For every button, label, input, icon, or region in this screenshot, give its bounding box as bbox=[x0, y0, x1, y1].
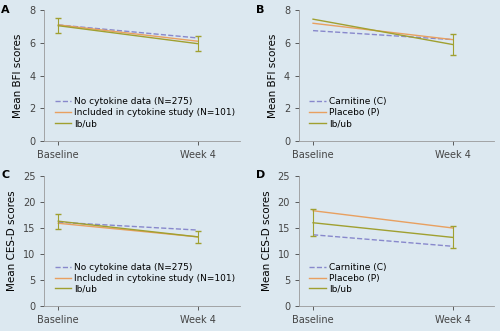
Legend: Carnitine (C), Placebo (P), lb/ub: Carnitine (C), Placebo (P), lb/ub bbox=[308, 261, 388, 295]
No cytokine data (N=275) bbox=[195, 36, 201, 40]
lb/ub bbox=[195, 235, 201, 239]
Line: Carnitine (C): Carnitine (C) bbox=[313, 30, 452, 40]
Y-axis label: Mean BFI scores: Mean BFI scores bbox=[14, 33, 24, 118]
lb/ub bbox=[56, 219, 62, 223]
Text: D: D bbox=[256, 170, 266, 180]
Carnitine (C) bbox=[310, 233, 316, 237]
Line: lb/ub: lb/ub bbox=[313, 19, 452, 44]
Text: A: A bbox=[2, 5, 10, 15]
Line: Placebo (P): Placebo (P) bbox=[313, 23, 452, 40]
Line: Included in cytokine study (N=101): Included in cytokine study (N=101) bbox=[58, 223, 198, 237]
lb/ub bbox=[195, 42, 201, 46]
Line: No cytokine data (N=275): No cytokine data (N=275) bbox=[58, 222, 198, 230]
Carnitine (C) bbox=[310, 28, 316, 32]
Carnitine (C) bbox=[450, 38, 456, 42]
lb/ub bbox=[310, 17, 316, 21]
Placebo (P) bbox=[310, 21, 316, 25]
Line: Carnitine (C): Carnitine (C) bbox=[313, 235, 452, 246]
lb/ub bbox=[56, 24, 62, 28]
Included in cytokine study (N=101) bbox=[195, 235, 201, 239]
Legend: No cytokine data (N=275), Included in cytokine study (N=101), lb/ub: No cytokine data (N=275), Included in cy… bbox=[52, 96, 238, 130]
lb/ub bbox=[450, 235, 456, 239]
Line: lb/ub: lb/ub bbox=[313, 223, 452, 237]
Line: lb/ub: lb/ub bbox=[58, 26, 198, 44]
Y-axis label: Mean BFI scores: Mean BFI scores bbox=[268, 33, 278, 118]
Line: Placebo (P): Placebo (P) bbox=[313, 211, 452, 228]
Placebo (P) bbox=[450, 226, 456, 230]
Placebo (P) bbox=[310, 209, 316, 213]
No cytokine data (N=275) bbox=[56, 23, 62, 27]
No cytokine data (N=275) bbox=[195, 228, 201, 232]
Text: B: B bbox=[256, 5, 264, 15]
Included in cytokine study (N=101) bbox=[195, 39, 201, 43]
Y-axis label: Mean CES-D scores: Mean CES-D scores bbox=[262, 191, 272, 291]
Legend: Carnitine (C), Placebo (P), lb/ub: Carnitine (C), Placebo (P), lb/ub bbox=[308, 96, 388, 130]
No cytokine data (N=275) bbox=[56, 220, 62, 224]
lb/ub bbox=[310, 221, 316, 225]
Included in cytokine study (N=101) bbox=[56, 23, 62, 27]
Included in cytokine study (N=101) bbox=[56, 221, 62, 225]
Legend: No cytokine data (N=275), Included in cytokine study (N=101), lb/ub: No cytokine data (N=275), Included in cy… bbox=[52, 261, 238, 295]
Line: lb/ub: lb/ub bbox=[58, 221, 198, 237]
Y-axis label: Mean CES-D scores: Mean CES-D scores bbox=[7, 191, 17, 291]
Placebo (P) bbox=[450, 38, 456, 42]
Line: No cytokine data (N=275): No cytokine data (N=275) bbox=[58, 25, 198, 38]
Line: Included in cytokine study (N=101): Included in cytokine study (N=101) bbox=[58, 25, 198, 41]
lb/ub bbox=[450, 42, 456, 46]
Text: C: C bbox=[2, 170, 10, 180]
Carnitine (C) bbox=[450, 244, 456, 248]
